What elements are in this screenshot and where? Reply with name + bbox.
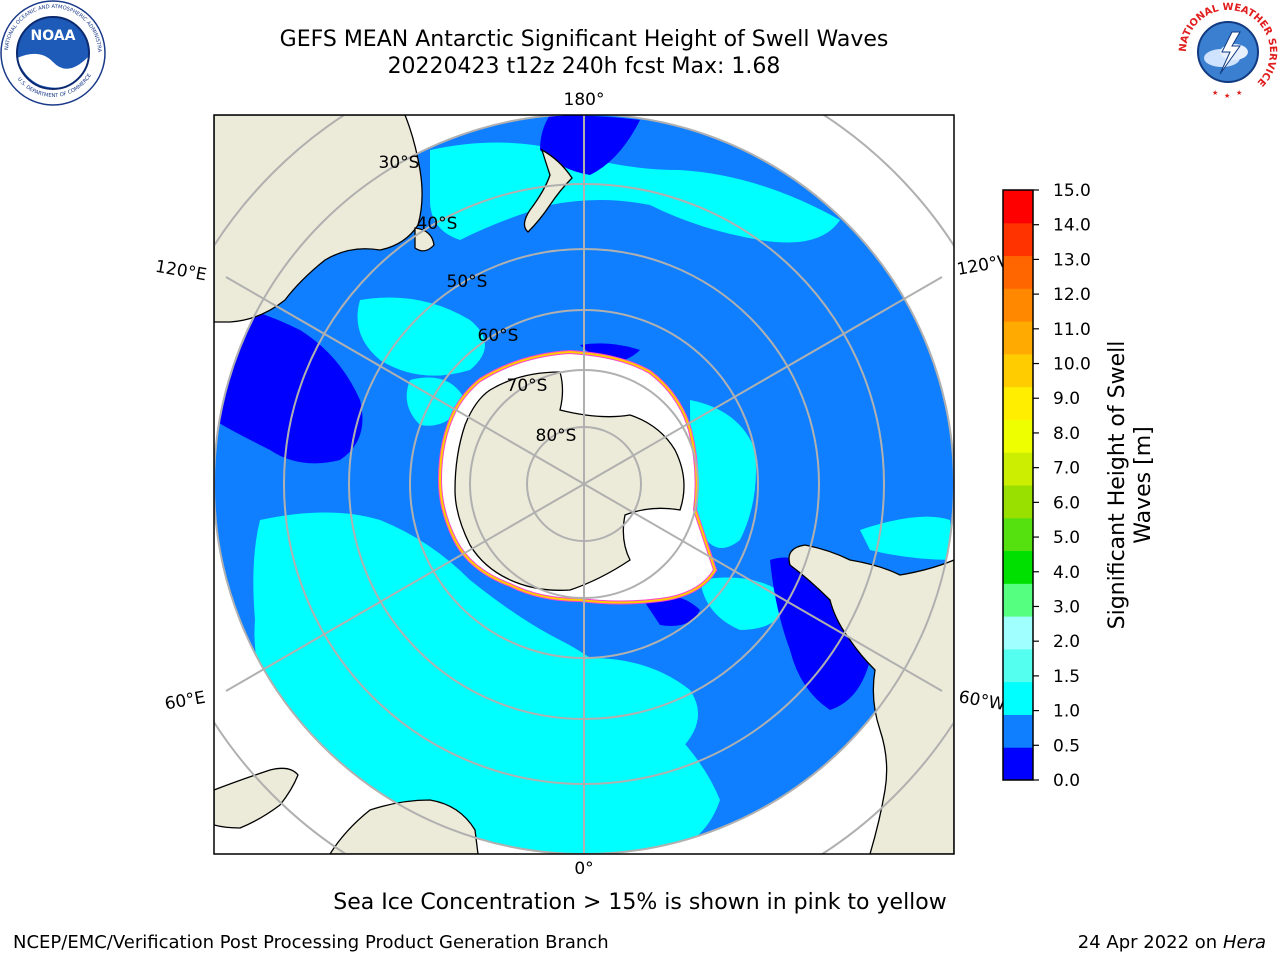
- chart-title: GEFS MEAN Antarctic Significant Height o…: [279, 27, 889, 52]
- lat-label-50s: 50°S: [447, 272, 488, 292]
- madagascar-land: [214, 767, 299, 829]
- colorbar-tick-label: 13.0: [1053, 250, 1091, 270]
- sea-ice-caption: Sea Ice Concentration > 15% is shown in …: [333, 890, 947, 915]
- noaa-logo: NOAA NATIONAL OCEANIC AND ATMOSPHERIC AD…: [0, 0, 106, 106]
- colorbar-tick-label: 9.0: [1053, 389, 1080, 409]
- lon-label-60e: 60°E: [163, 688, 207, 715]
- colorbar-label-line2: Waves [m]: [1131, 426, 1156, 543]
- colorbar-segment: [1003, 222, 1033, 257]
- colorbar-tick-label: 0.5: [1053, 736, 1080, 756]
- svg-text:★: ★: [1212, 89, 1218, 97]
- colorbar-segment: [1003, 550, 1033, 584]
- colorbar-frame: [1002, 189, 1034, 781]
- nws-logo: NATIONAL WEATHER SERVICE ★ ★ ★: [1177, 1, 1279, 103]
- new-zealand-land: [523, 148, 573, 233]
- colorbar-segment: [1003, 616, 1033, 650]
- colorbar-tick-label: 3.0: [1053, 597, 1080, 617]
- colorbar-label-line1: Significant Height of Swell: [1105, 341, 1130, 630]
- footer-date: 24 Apr 2022 on: [1077, 932, 1223, 953]
- colorbar-tick-label: 0.0: [1053, 771, 1080, 791]
- lat-label-40s: 40°S: [417, 214, 458, 234]
- colorbar-tick-label: 6.0: [1053, 493, 1080, 513]
- colorbar-segment: [1003, 255, 1033, 289]
- swell-region-blue: [214, 300, 363, 464]
- lon-label-180: 180°: [564, 90, 605, 110]
- footer-host: Hera: [1222, 932, 1266, 953]
- colorbar-segment: [1003, 681, 1033, 715]
- colorbar-segment: [1003, 353, 1033, 388]
- lon-label-0: 0°: [574, 859, 593, 879]
- africa-land: [329, 799, 479, 854]
- swell-region-cyan: [253, 512, 720, 854]
- colorbar-tick-label: 8.0: [1053, 424, 1080, 444]
- colorbar-segment: [1003, 648, 1033, 683]
- lat-label-70s: 70°S: [507, 376, 548, 396]
- lon-label-120e: 120°E: [154, 257, 208, 286]
- colorbar-tick-label: 2.0: [1053, 632, 1080, 652]
- colorbar-segment: [1003, 485, 1033, 519]
- colorbar-tick-label: 7.0: [1053, 459, 1080, 479]
- colorbar-tick-label: 15.0: [1053, 181, 1091, 201]
- australia-land: [214, 115, 423, 323]
- colorbar-segment: [1003, 714, 1033, 748]
- colorbar-tick-label: 1.5: [1053, 667, 1080, 687]
- lon-label-60w: 60°W: [957, 687, 1007, 715]
- colorbar-segment: [1003, 288, 1033, 322]
- colorbar-tick-label: 14.0: [1053, 216, 1091, 236]
- graticule: [214, 115, 954, 854]
- chart-subtitle: 20220423 t12z 240h fcst Max: 1.68: [387, 54, 781, 79]
- lat-label-80s: 80°S: [536, 426, 577, 446]
- colorbar-segment: [1003, 419, 1033, 453]
- colorbar-segment: [1003, 190, 1033, 224]
- svg-text:★: ★: [1236, 89, 1242, 97]
- colorbar-segment: [1003, 747, 1033, 781]
- footer-left: NCEP/EMC/Verification Post Processing Pr…: [13, 932, 609, 953]
- map-frame: [213, 114, 955, 855]
- noaa-logo-text: NOAA: [31, 28, 76, 44]
- lat-label-60s: 60°S: [478, 326, 519, 346]
- colorbar-segment: [1003, 583, 1033, 617]
- colorbar-tick-label: 5.0: [1053, 528, 1080, 548]
- map-area: [214, 115, 954, 854]
- colorbar-tick-label: 11.0: [1053, 320, 1091, 340]
- colorbar-segment: [1003, 386, 1033, 420]
- lat-label-30s: 30°S: [379, 153, 420, 173]
- colorbar-tick-label: 12.0: [1053, 285, 1091, 305]
- footer-right: 24 Apr 2022 on Hera: [1078, 932, 1266, 953]
- colorbar-tick-label: 1.0: [1053, 702, 1080, 722]
- colorbar: 0.0 0.5 1.0 1.5 2.0 3.0 4.0 5.0 6.0 7.0 8.0 9.0 10.0…: [1002, 181, 1091, 791]
- colorbar-tick-label: 10.0: [1053, 355, 1091, 375]
- svg-text:★: ★: [1224, 92, 1230, 100]
- colorbar-segment: [1003, 321, 1033, 355]
- colorbar-segment: [1003, 452, 1033, 486]
- colorbar-tick-label: 4.0: [1053, 563, 1080, 583]
- antarctica-land: [454, 371, 685, 591]
- colorbar-segment: [1003, 517, 1033, 552]
